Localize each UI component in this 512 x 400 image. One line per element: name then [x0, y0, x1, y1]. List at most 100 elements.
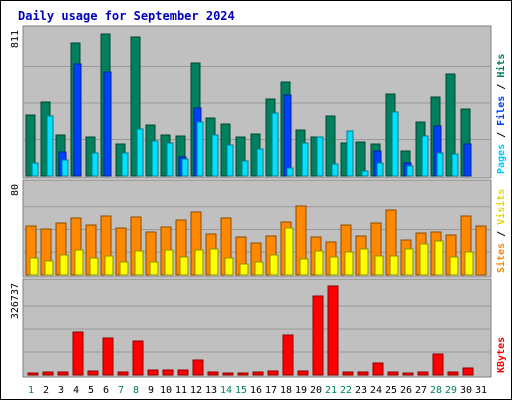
bar-hits-day-1: [25, 114, 36, 177]
x-tick-label: 2: [43, 385, 49, 396]
bar-files-day-18: [283, 94, 292, 177]
bar-kbytes-day-18: [282, 334, 294, 376]
bar-visits-day-19: [299, 258, 309, 276]
bar-visits-day-14: [224, 257, 234, 276]
bar-visits-day-20: [314, 250, 324, 276]
bar-pages-day-20: [316, 136, 324, 177]
bar-kbytes-day-8: [132, 340, 144, 376]
bar-visits-day-15: [239, 263, 249, 276]
bar-pages-day-10: [166, 142, 174, 177]
bar-visits-day-10: [164, 249, 174, 276]
bar-visits-day-24: [374, 255, 384, 276]
bar-pages-day-26: [406, 165, 414, 177]
bar-kbytes-day-14: [222, 372, 234, 376]
bar-hits-day-29: [445, 73, 456, 177]
bar-kbytes-day-9: [147, 369, 159, 376]
bar-visits-day-17: [269, 254, 279, 276]
bar-kbytes-day-28: [432, 353, 444, 376]
bar-kbytes-day-23: [357, 371, 369, 376]
bar-visits-day-16: [254, 261, 264, 276]
bar-pages-day-5: [91, 152, 99, 177]
bar-visits-day-5: [89, 257, 99, 276]
bar-visits-day-1: [29, 257, 39, 276]
x-tick-label: 26: [400, 385, 412, 396]
bar-files-day-6: [103, 71, 112, 177]
bar-visits-day-7: [119, 261, 129, 276]
bar-visits-day-3: [59, 254, 69, 276]
chart-panels: 811 Pages / Files / Hits 80 Sites / Visits 3…: [10, 25, 507, 378]
bar-visits-day-9: [149, 261, 159, 276]
legend-separator: /: [496, 78, 507, 96]
legend-hits: Hits: [495, 54, 507, 78]
bar-visits-day-8: [134, 250, 144, 276]
bar-visits-day-26: [404, 248, 414, 276]
series-legend: Sites / Visits: [495, 189, 507, 273]
bar-pages-day-1: [31, 162, 39, 177]
x-tick-label: 19: [295, 385, 307, 396]
x-tick-label: 10: [160, 385, 172, 396]
bar-kbytes-day-13: [207, 371, 219, 376]
bar-kbytes-day-1: [27, 372, 39, 376]
bar-kbytes-day-30: [462, 367, 474, 376]
bar-pages-day-24: [376, 162, 384, 177]
bar-visits-day-29: [449, 256, 459, 276]
legend-separator: /: [496, 225, 507, 243]
bar-pages-day-27: [421, 135, 429, 177]
x-tick-label: 27: [415, 385, 427, 396]
chart-title: Daily usage for September 2024: [18, 9, 235, 23]
y-max-label: 326737: [10, 283, 21, 319]
y-max-label: 811: [10, 30, 21, 48]
x-tick-label: 21: [325, 385, 337, 396]
bar-kbytes-day-10: [162, 369, 174, 376]
legend-separator: /: [496, 126, 507, 144]
x-tick-label: 9: [148, 385, 154, 396]
x-tick-label: 17: [265, 385, 277, 396]
bar-visits-day-11: [179, 256, 189, 276]
legend-visits: Visits: [495, 189, 507, 225]
x-tick-label: 5: [88, 385, 94, 396]
bar-pages-day-2: [46, 115, 54, 177]
bar-kbytes-day-19: [297, 370, 309, 376]
bar-pages-day-9: [151, 140, 159, 177]
bar-kbytes-day-6: [102, 337, 114, 376]
bar-files-day-4: [73, 63, 82, 177]
bar-visits-day-6: [104, 255, 114, 276]
bar-kbytes-day-3: [57, 371, 69, 376]
bar-kbytes-day-26: [402, 372, 414, 376]
bar-kbytes-day-21: [327, 285, 339, 376]
x-tick-label: 3: [58, 385, 64, 396]
x-tick-label: 16: [250, 385, 262, 396]
x-tick-label: 28: [430, 385, 442, 396]
bar-pages-day-19: [301, 142, 309, 177]
x-tick-label: 23: [355, 385, 367, 396]
x-tick-label: 11: [175, 385, 187, 396]
bar-visits-day-25: [389, 255, 399, 276]
bar-pages-day-11: [181, 158, 189, 177]
panel-hits-files-pages: 811 Pages / Files / Hits: [10, 25, 507, 179]
bar-pages-day-28: [436, 152, 444, 177]
bar-visits-day-4: [74, 249, 84, 276]
bar-hits-day-15: [235, 136, 246, 177]
bar-pages-day-8: [136, 128, 144, 177]
bar-pages-day-21: [331, 163, 339, 177]
bar-kbytes-day-25: [387, 371, 399, 376]
y-max-label: 80: [10, 184, 21, 196]
bar-visits-day-13: [209, 248, 219, 276]
bar-kbytes-day-24: [372, 362, 384, 376]
legend-pages: Pages: [496, 144, 507, 174]
x-tick-label: 15: [235, 385, 247, 396]
bar-visits-day-28: [434, 240, 444, 276]
bar-kbytes-day-7: [117, 371, 129, 376]
x-tick-label: 12: [190, 385, 202, 396]
series-legend: Pages / Files / Hits: [495, 54, 507, 174]
bar-pages-day-22: [346, 130, 354, 177]
x-tick-label: 18: [280, 385, 292, 396]
bar-hits-day-8: [130, 36, 141, 177]
bar-kbytes-day-11: [177, 369, 189, 376]
panel-background: [22, 278, 492, 378]
x-tick-label: 7: [118, 385, 124, 396]
bar-visits-day-22: [344, 251, 354, 276]
bar-hits-day-21: [325, 115, 336, 177]
